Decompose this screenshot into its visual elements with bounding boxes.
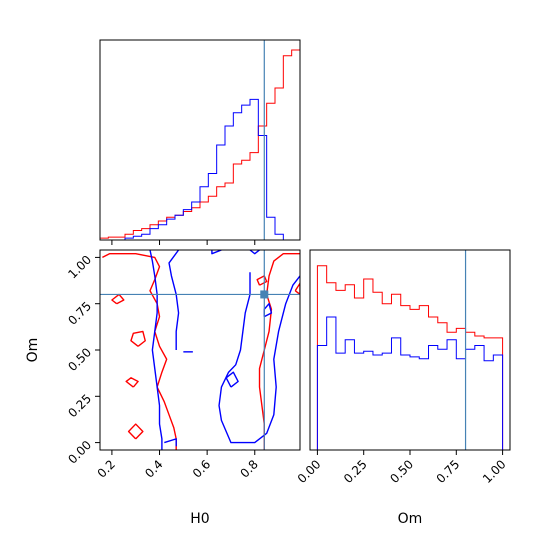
joint-series-2-contour-4 <box>211 250 222 255</box>
joint-series-1-contour-7 <box>256 275 268 286</box>
joint-y-tick-label: 1.00 <box>65 253 94 282</box>
joint-series-1-contour-2 <box>127 423 144 440</box>
om-histogram-series-1 <box>316 265 504 450</box>
x-axis-label-om: Om <box>398 511 423 527</box>
joint-series-2-contour-3 <box>164 438 177 447</box>
joint-series-1-contour-3 <box>111 293 125 305</box>
joint-series-2-contour-2 <box>168 250 180 350</box>
om-histogram-panel: 0.00 0.25 0.50 0.75 1.00 <box>295 249 511 486</box>
joint-x-tick-label: 0.8 <box>237 457 260 480</box>
om-histogram-x-tick-label: 0.00 <box>295 457 324 486</box>
joint-x-tick-label: 0.4 <box>142 457 165 480</box>
joint-series-1-contour-1 <box>102 253 177 450</box>
x-axis-label-h0: H0 <box>190 511 209 527</box>
joint-y-tick-label: 0.75 <box>65 299 94 328</box>
h0-histogram-panel <box>99 39 301 245</box>
joint-series-2-contour-6 <box>218 272 300 444</box>
joint-contour-panel: 0.2 0.4 0.6 0.8 0.00 0.25 0.50 0.75 1.00 <box>65 249 301 481</box>
om-histogram-x-tick-label: 0.75 <box>434 457 463 486</box>
joint-series-1-contour-5 <box>125 377 139 388</box>
h0-histogram-frame <box>99 39 301 241</box>
joint-series-2-contour-1 <box>149 250 163 450</box>
joint-truth-marker <box>260 290 269 299</box>
y-axis-label-om: Om <box>25 338 41 363</box>
joint-series-2-contour-7 <box>225 371 239 388</box>
joint-series-2-contour-5 <box>249 250 260 255</box>
h0-histogram-series-2 <box>100 98 300 240</box>
joint-y-tick-label: 0.25 <box>65 392 94 421</box>
joint-series-1-contour-8 <box>294 282 300 296</box>
joint-y-tick-label: 0.50 <box>65 345 94 374</box>
joint-series-1-contour-4 <box>130 330 146 347</box>
om-histogram-series-2 <box>316 316 504 450</box>
h0-histogram-series-1 <box>100 49 300 240</box>
joint-x-tick-label: 0.2 <box>95 457 118 480</box>
joint-x-tick-label: 0.6 <box>190 457 213 480</box>
om-histogram-x-tick-label: 0.25 <box>341 457 370 486</box>
om-histogram-x-tick-label: 0.50 <box>387 457 416 486</box>
joint-contour-frame <box>99 249 301 451</box>
om-histogram-frame <box>309 249 511 451</box>
om-histogram-x-tick-label: 1.00 <box>480 457 509 486</box>
joint-y-tick-label: 0.00 <box>65 438 94 467</box>
